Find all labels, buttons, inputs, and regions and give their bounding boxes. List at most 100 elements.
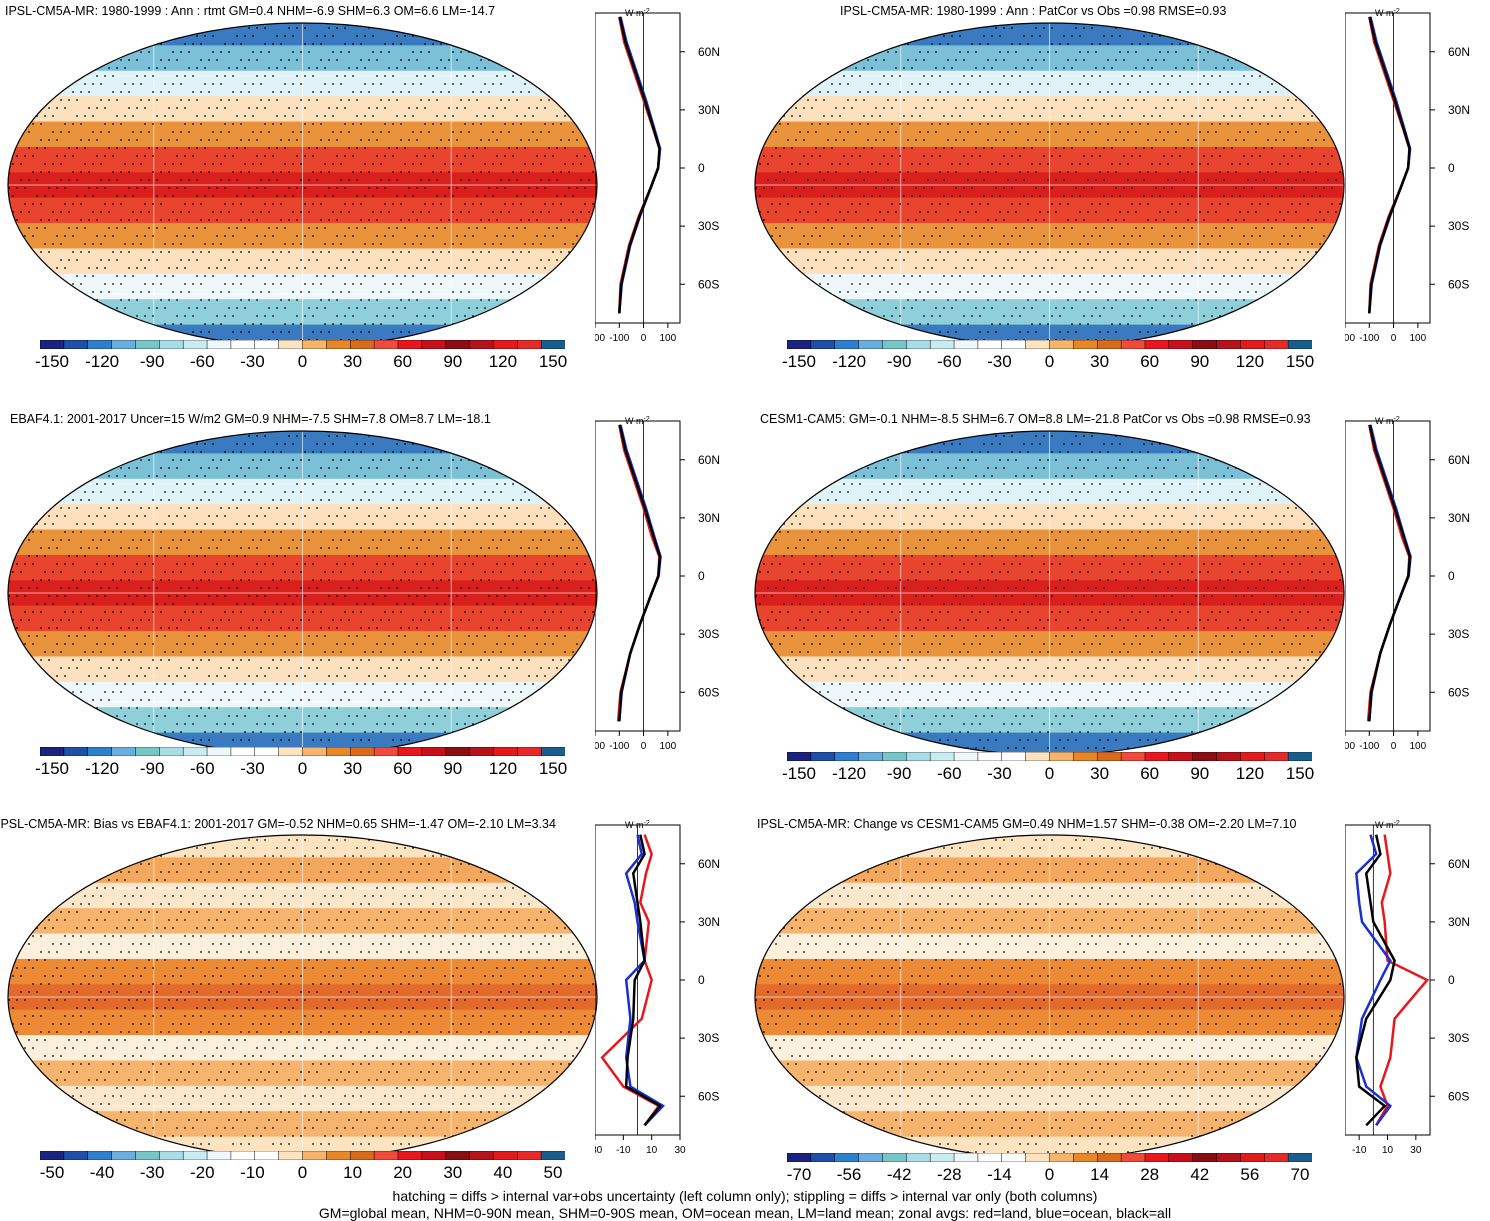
colorbar-tick-label: 150 bbox=[1285, 352, 1315, 371]
zonal-unit: W m-2 bbox=[1375, 820, 1400, 830]
colorbar-tick-label: 50 bbox=[543, 1163, 563, 1182]
zonal-x-tick-label: 0 bbox=[641, 741, 647, 752]
colorbar-tick-label: 0 bbox=[1044, 352, 1055, 371]
colorbar-tick-label: 14 bbox=[1090, 1165, 1110, 1184]
zonal-series-land bbox=[600, 834, 661, 1127]
world-map bbox=[754, 22, 1345, 348]
colorbar-tick-label: -60 bbox=[937, 764, 962, 783]
zonal-unit: W m-2 bbox=[1375, 8, 1400, 18]
colorbar-tick-label: 0 bbox=[1044, 764, 1055, 783]
colorbar-tick-label: 0 bbox=[297, 352, 308, 371]
zonal-mean-plot: W m-2 60N 30N 0 30S 60S -200 -100 0 100 bbox=[595, 8, 720, 344]
lat-tick-label: 60N bbox=[698, 453, 720, 467]
colorbar bbox=[40, 747, 565, 756]
colorbar-tick-label: -120 bbox=[85, 759, 120, 778]
panel-title: IPSL-CM5A-MR: 1980-1999 : Ann : rtmt GM=… bbox=[5, 4, 496, 18]
colorbar-tick-label: 40 bbox=[493, 1163, 513, 1182]
zonal-x-tick-label: 0 bbox=[641, 333, 647, 344]
colorbar-tick-label: 60 bbox=[393, 759, 413, 778]
colorbar-tick-label: -150 bbox=[781, 352, 817, 371]
lat-tick-label: 30S bbox=[1448, 627, 1469, 641]
zonal-x-tick-label: 30 bbox=[1410, 1145, 1422, 1156]
colorbar bbox=[787, 752, 1312, 761]
colorbar-tick-label: -42 bbox=[886, 1165, 912, 1184]
colorbar-tick-label: 60 bbox=[393, 352, 413, 371]
lat-tick-label: 60S bbox=[698, 277, 719, 291]
colorbar-tick-label: -30 bbox=[987, 764, 1012, 783]
lat-tick-label: 0 bbox=[1448, 569, 1455, 583]
zonal-x-tick-label: -100 bbox=[1359, 333, 1379, 344]
colorbar-tick-label: 90 bbox=[443, 352, 463, 371]
colorbar-tick-label: -50 bbox=[39, 1163, 65, 1182]
zonal-x-tick-label: 100 bbox=[1410, 333, 1427, 344]
lat-tick-label: 60S bbox=[698, 685, 719, 699]
zonal-mean-plot: W m-2 60N 30N 0 30S 60S -200 -100 0 100 bbox=[595, 416, 720, 752]
colorbar-tick-label: -70 bbox=[786, 1165, 812, 1184]
zonal-x-tick-label: 100 bbox=[660, 333, 677, 344]
lat-tick-label: 30S bbox=[698, 219, 719, 233]
lat-tick-label: 60S bbox=[1448, 277, 1469, 291]
colorbar-tick-label: -150 bbox=[34, 759, 70, 778]
panel-title: CESM1-CAM5: GM=-0.1 NHM=-8.5 SHM=6.7 OM=… bbox=[760, 412, 1311, 426]
colorbar-tick-label: -120 bbox=[832, 764, 867, 783]
zonal-series-ocean bbox=[1355, 834, 1393, 1127]
colorbar-tick-label: -30 bbox=[139, 1163, 165, 1182]
zonal-x-tick-label: 100 bbox=[660, 741, 677, 752]
colorbar-tick-label: 0 bbox=[297, 1163, 308, 1182]
colorbar-tick-label: 120 bbox=[488, 759, 518, 778]
colorbar-tick-label: -60 bbox=[190, 352, 215, 371]
colorbar-tick-label: 30 bbox=[443, 1163, 463, 1182]
colorbar-tick-label: -30 bbox=[987, 352, 1012, 371]
colorbar-tick-label: 42 bbox=[1190, 1165, 1210, 1184]
zonal-x-tick-label: 30 bbox=[674, 1145, 686, 1156]
colorbar-tick-label: -40 bbox=[89, 1163, 115, 1182]
colorbar-tick-label: -28 bbox=[937, 1165, 962, 1184]
zonal-mean-plot: W m-2 60N 30N 0 30S 60S -200 -100 0 100 bbox=[1345, 8, 1470, 344]
colorbar-tick-label: 150 bbox=[538, 352, 568, 371]
colorbar-tick-label: -120 bbox=[832, 352, 867, 371]
lat-tick-label: 0 bbox=[698, 973, 705, 987]
zonal-mean-plot: W m-2 60N 30N 0 30S 60S -200 -100 0 100 bbox=[1345, 416, 1470, 752]
world-map bbox=[7, 430, 598, 756]
zonal-x-tick-label: 100 bbox=[1410, 741, 1427, 752]
footer-line-1: hatching = diffs > internal var+obs unce… bbox=[392, 1188, 1098, 1204]
lat-tick-label: 0 bbox=[1448, 161, 1455, 175]
colorbar-tick-label: -10 bbox=[240, 1163, 265, 1182]
colorbar bbox=[40, 1151, 565, 1160]
colorbar-tick-label: -120 bbox=[85, 352, 120, 371]
lat-tick-label: 60N bbox=[1448, 45, 1470, 59]
colorbar-tick-label: -90 bbox=[139, 759, 165, 778]
lat-tick-label: 60S bbox=[1448, 685, 1469, 699]
colorbar-tick-label: -90 bbox=[886, 764, 912, 783]
colorbar-tick-label: 30 bbox=[343, 352, 363, 371]
colorbar-tick-label: -30 bbox=[240, 759, 265, 778]
zonal-x-tick-label: -100 bbox=[609, 333, 629, 344]
colorbar-tick-label: 20 bbox=[393, 1163, 413, 1182]
lat-tick-label: 60N bbox=[698, 857, 720, 871]
colorbar bbox=[787, 340, 1312, 349]
zonal-x-tick-label: -100 bbox=[609, 741, 629, 752]
zonal-x-tick-label: -10 bbox=[1352, 1145, 1367, 1156]
world-map bbox=[7, 22, 598, 348]
colorbar-tick-label: 0 bbox=[1044, 1165, 1055, 1184]
lat-tick-label: 60N bbox=[1448, 453, 1470, 467]
colorbar-tick-label: -14 bbox=[987, 1165, 1012, 1184]
colorbar-tick-label: -150 bbox=[34, 352, 70, 371]
lat-tick-label: 60S bbox=[698, 1089, 719, 1103]
zonal-series-all bbox=[624, 834, 663, 1127]
colorbar-tick-label: -60 bbox=[190, 759, 215, 778]
lat-tick-label: 30N bbox=[1448, 915, 1470, 929]
lat-tick-label: 60N bbox=[698, 45, 720, 59]
colorbar-tick-label: -20 bbox=[190, 1163, 215, 1182]
colorbar-tick-label: 70 bbox=[1290, 1165, 1310, 1184]
zonal-x-tick-label: -30 bbox=[595, 1145, 603, 1156]
colorbar-tick-label: 90 bbox=[1190, 352, 1210, 371]
zonal-x-tick-label: 0 bbox=[1391, 333, 1397, 344]
lat-tick-label: 30S bbox=[1448, 1031, 1469, 1045]
colorbar bbox=[787, 1153, 1312, 1162]
colorbar bbox=[40, 340, 565, 349]
lat-tick-label: 30N bbox=[698, 103, 720, 117]
zonal-unit: W m-2 bbox=[1375, 416, 1400, 426]
lat-tick-label: 30N bbox=[698, 511, 720, 525]
